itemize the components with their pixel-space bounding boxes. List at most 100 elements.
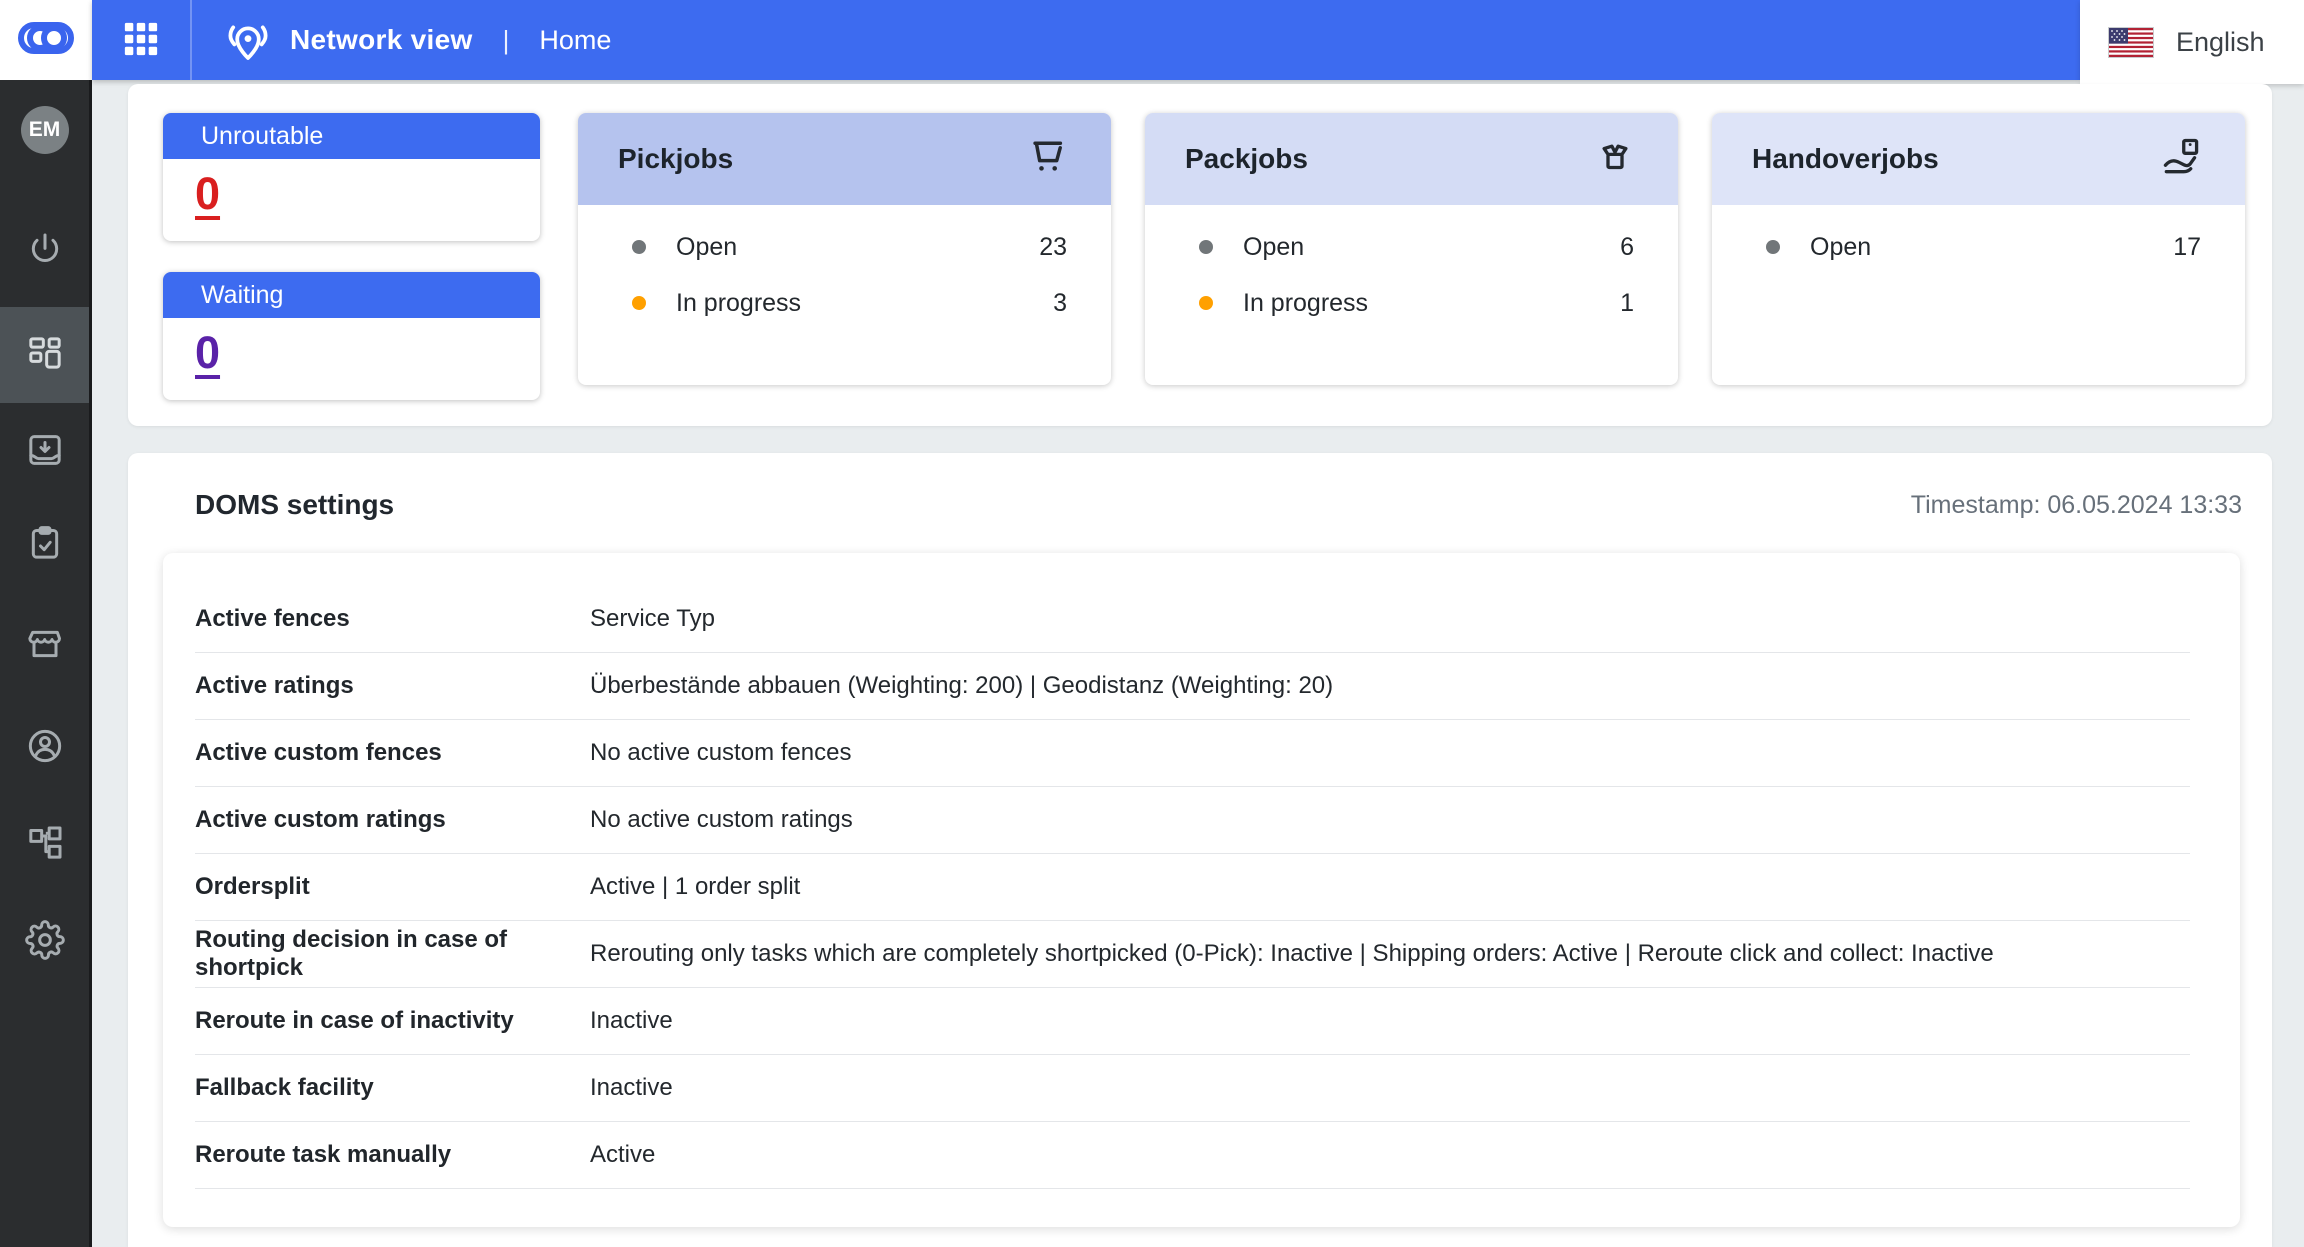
in-progress-status-dot — [1199, 296, 1213, 310]
job-row-label: Open — [1810, 232, 1872, 261]
row-label: Active custom fences — [195, 739, 442, 766]
breadcrumb-home[interactable]: Home — [539, 24, 612, 55]
row-value: Active — [590, 1141, 656, 1168]
row-label: Fallback facility — [195, 1074, 374, 1101]
storefront-icon — [25, 624, 65, 669]
sidebar: EM — [0, 0, 92, 1247]
job-row: Open 23 — [578, 219, 1111, 275]
job-row-label: Open — [1243, 232, 1305, 261]
doms-header: DOMS settings Timestamp: 06.05.2024 13:3… — [128, 453, 2272, 521]
job-row: In progress 3 — [578, 275, 1111, 331]
map-pin-icon — [224, 16, 272, 64]
table-row: Active fences Service Typ — [195, 586, 2190, 653]
power-icon — [25, 230, 65, 275]
job-row-label: In progress — [676, 288, 802, 317]
dashboard-icon — [25, 333, 65, 378]
sidebar-item-account[interactable] — [0, 724, 89, 772]
packjobs-card: Packjobs Open 6 In progress 1 — [1145, 113, 1678, 385]
job-row: In progress 1 — [1145, 275, 1678, 331]
doms-settings-table: Active fences Service Typ Active ratings… — [163, 553, 2240, 1227]
row-label: Active fences — [195, 605, 350, 632]
row-label: Routing decision in case of shortpick — [195, 926, 508, 981]
language-label: English — [2176, 26, 2265, 57]
handoverjobs-title: Handoverjobs — [1752, 143, 1939, 174]
apps-grid-button[interactable] — [118, 17, 164, 63]
open-status-dot — [1766, 240, 1780, 254]
inbox-tray-icon — [25, 430, 65, 475]
sidebar-item-store[interactable] — [0, 622, 89, 670]
pickjobs-title: Pickjobs — [618, 143, 734, 174]
hierarchy-icon — [25, 823, 65, 868]
job-row-value: 23 — [1039, 232, 1067, 261]
in-progress-status-dot — [632, 296, 646, 310]
avatar-initials: EM — [20, 106, 69, 154]
unroutable-card-header: Unroutable — [163, 113, 540, 159]
job-row: Open 17 — [1712, 219, 2245, 275]
row-value: Rerouting only tasks which are completel… — [590, 940, 1994, 967]
open-box-icon — [1594, 136, 1636, 183]
unroutable-card: Unroutable 0 — [163, 113, 540, 241]
table-row: Routing decision in case of shortpick Re… — [195, 921, 2190, 988]
doms-panel: DOMS settings Timestamp: 06.05.2024 13:3… — [128, 453, 2272, 1247]
row-label: Reroute task manually — [195, 1141, 452, 1168]
sidebar-item-inbox[interactable] — [0, 428, 89, 476]
unroutable-count-link[interactable]: 0 — [195, 168, 221, 219]
clipboard-check-icon — [25, 523, 65, 568]
row-label: Active ratings — [195, 672, 354, 699]
open-status-dot — [632, 240, 646, 254]
job-row: Open 6 — [1145, 219, 1678, 275]
row-label: Reroute in case of inactivity — [195, 1007, 514, 1034]
table-row: Fallback facility Inactive — [195, 1055, 2190, 1122]
row-value: No active custom fences — [590, 739, 852, 766]
row-value: Inactive — [590, 1007, 673, 1034]
breadcrumb-separator: | — [502, 24, 510, 55]
job-row-label: In progress — [1243, 288, 1369, 317]
sidebar-item-dashboard[interactable] — [0, 307, 89, 403]
row-value: No active custom ratings — [590, 806, 853, 833]
account-circle-icon — [25, 726, 65, 771]
table-row: Reroute task manually Active — [195, 1122, 2190, 1189]
row-label: Active custom ratings — [195, 806, 446, 833]
doms-title: DOMS settings — [195, 489, 395, 520]
table-row: Ordersplit Active | 1 order split — [195, 854, 2190, 921]
table-row: Active ratings Überbestände abbauen (Wei… — [195, 653, 2190, 720]
table-row: Reroute in case of inactivity Inactive — [195, 988, 2190, 1055]
apps-grid-icon — [119, 17, 163, 64]
doms-timestamp: Timestamp: 06.05.2024 13:33 — [1910, 490, 2242, 519]
open-status-dot — [1199, 240, 1213, 254]
job-row-value: 1 — [1620, 288, 1634, 317]
sidebar-item-network[interactable] — [0, 821, 89, 869]
us-flag-icon — [2108, 26, 2154, 58]
pickjobs-card: Pickjobs Open 23 — [578, 113, 1111, 385]
appbar-divider — [190, 0, 192, 80]
shopping-cart-icon — [1025, 135, 1069, 184]
language-selector[interactable]: English — [2080, 0, 2304, 84]
app-title: Network view — [290, 24, 473, 55]
app-bar: Network view | Home — [92, 0, 2080, 80]
logo-box[interactable] — [0, 0, 92, 80]
row-value: Service Typ — [590, 605, 715, 632]
handoverjobs-card-header: Handoverjobs — [1712, 113, 2245, 205]
job-row-value: 3 — [1053, 288, 1067, 317]
hand-box-icon — [2159, 135, 2203, 184]
handoverjobs-card: Handoverjobs Open 17 — [1712, 113, 2245, 385]
user-avatar[interactable]: EM — [0, 106, 89, 154]
row-value: Überbestände abbauen (Weighting: 200) | … — [590, 672, 1334, 699]
brand-logo-icon — [17, 20, 75, 61]
sidebar-item-settings[interactable] — [0, 918, 89, 966]
cards-panel: Unroutable 0 Waiting 0 Pickjobs — [128, 84, 2272, 426]
pickjobs-body: Open 23 In progress 3 — [578, 205, 1111, 331]
job-row-label: Open — [676, 232, 738, 261]
table-row: Active custom fences No active custom fe… — [195, 720, 2190, 787]
row-value: Inactive — [590, 1074, 673, 1101]
waiting-card-header: Waiting — [163, 272, 540, 318]
job-row-value: 6 — [1620, 232, 1634, 261]
waiting-card: Waiting 0 — [163, 272, 540, 400]
waiting-count-link[interactable]: 0 — [195, 327, 221, 378]
sidebar-item-tasks[interactable] — [0, 521, 89, 569]
row-label: Ordersplit — [195, 873, 310, 900]
job-row-value: 17 — [2173, 232, 2201, 261]
sidebar-item-logout[interactable] — [0, 228, 89, 276]
packjobs-title: Packjobs — [1185, 143, 1308, 174]
